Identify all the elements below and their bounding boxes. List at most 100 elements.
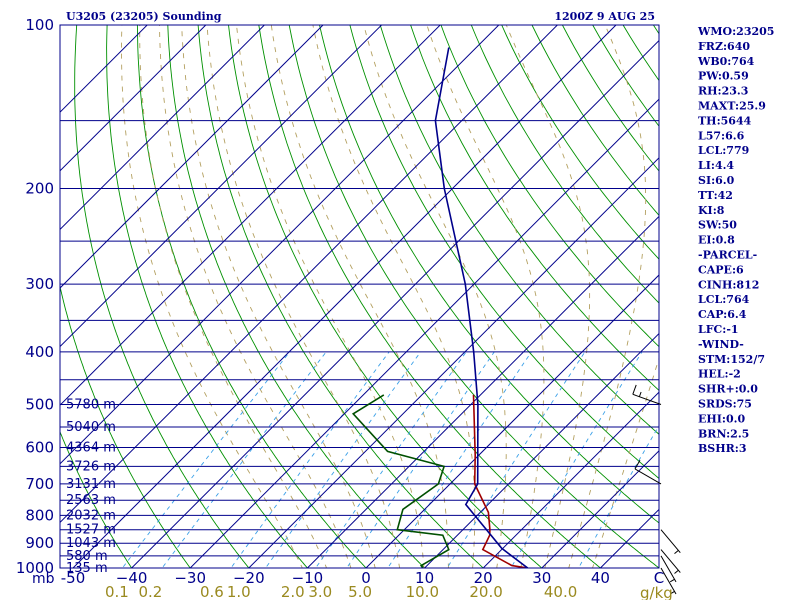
moist-adiabat-line [159, 25, 352, 568]
index-line: LCL:764 [698, 293, 750, 306]
mixing-ratio-tick-label: 2.0 [281, 583, 305, 600]
wind-barb [660, 529, 681, 554]
height-label: 580 m [66, 549, 108, 564]
isotherm-line [306, 215, 659, 568]
temperature-tick-label: −40 [116, 569, 148, 587]
index-line: -WIND- [698, 338, 744, 351]
pressure-tick-label: 300 [25, 275, 54, 293]
index-line: CAP:6.4 [698, 308, 747, 321]
index-line: -PARCEL- [698, 249, 757, 262]
index-line: L57:6.6 [698, 129, 745, 142]
mixing-ratio-unit-label: g/kg [640, 584, 673, 600]
dry-adiabat-line [167, 25, 426, 568]
index-line: WB0:764 [697, 55, 755, 68]
dry-adiabat-line [60, 430, 133, 568]
dry-adiabat-line [379, 25, 659, 435]
index-line: CAPE:6 [698, 263, 744, 276]
dry-adiabat-line [60, 284, 191, 568]
pressure-tick-label: 800 [25, 506, 54, 524]
isotherm-line [423, 332, 659, 568]
moist-adiabat-line [270, 25, 449, 568]
temperature-tick-label: 0 [361, 569, 371, 587]
index-line: SI:6.0 [698, 174, 735, 187]
dry-adiabat-line [349, 25, 659, 480]
index-line: EI:0.8 [698, 234, 735, 247]
isotherm-line [60, 25, 559, 524]
height-label: 3131 m [66, 477, 116, 492]
pressure-tick-labels: 100 200 300 400 500 600 700 800 900 1000 [16, 16, 54, 577]
isotherm-line [60, 25, 383, 348]
index-line: SHR+:0.0 [698, 383, 758, 396]
mixing-ratio-tick-labels: 0.1 0.2 0.6 1.0 2.0 3.0 5.0 10.0 20.0 40.0 [105, 583, 577, 600]
index-line: BSHR:3 [698, 442, 747, 455]
plot-frame [59, 24, 660, 569]
index-line: PW:0.59 [698, 70, 749, 83]
index-line: KI:8 [698, 204, 725, 217]
isotherm-line [130, 39, 659, 568]
dry-adiabat-line [258, 25, 602, 568]
dry-adiabat-line [319, 25, 659, 524]
mixing-ratio-tick-label: 10.0 [406, 583, 439, 600]
sounding-profiles [351, 47, 529, 568]
height-label: 2032 m [66, 508, 116, 523]
mixing-ratio-line [387, 351, 532, 568]
moist-adiabat-line [505, 25, 591, 568]
pressure-tick-label: 200 [25, 180, 54, 198]
height-label: 3726 m [66, 459, 116, 474]
index-line: SRDS:75 [698, 398, 752, 411]
height-label: 135 m [66, 561, 108, 576]
isotherm-line [60, 25, 441, 406]
pressure-tick-label: 500 [25, 396, 54, 414]
dry-adiabat-line [228, 25, 543, 568]
height-label: 1043 m [66, 536, 116, 551]
index-line: WMO:23205 [697, 25, 774, 38]
mixing-ratio-tick-label: 0.2 [138, 583, 162, 600]
wind-barb [660, 555, 677, 583]
temperature-tick-label: −20 [233, 569, 265, 587]
wind-barb [660, 567, 677, 595]
temperature-tick-label: 30 [532, 569, 551, 587]
isotherm-line [72, 25, 617, 568]
index-line: FRZ:640 [698, 40, 750, 53]
isotherm-line [189, 98, 659, 568]
index-line: MAXT:25.9 [698, 100, 766, 113]
dry-adiabat-line [470, 25, 659, 304]
dry-adiabat-line [288, 25, 659, 568]
temperature-tick-label: -50 [61, 569, 86, 587]
dry-adiabat-line [440, 25, 659, 348]
pressure-tick-label: 100 [25, 16, 54, 34]
mixing-ratio-line [346, 351, 495, 568]
moist-adiabat-line [426, 25, 545, 568]
temperature-profile-line [472, 394, 528, 568]
index-line: EHI:0.0 [698, 412, 745, 425]
isotherm-line [248, 157, 659, 568]
temperature-tick-label: 10 [415, 569, 434, 587]
mixing-ratio-lines [121, 351, 659, 568]
dry-adiabat-line [197, 25, 484, 568]
index-line: HEL:-2 [698, 368, 741, 381]
dry-adiabat-line [501, 25, 659, 260]
moist-adiabat-line [568, 25, 647, 568]
index-line: LFC:-1 [698, 323, 739, 336]
isotherm-line [541, 450, 659, 568]
mixing-ratio-tick-label: 3.0 [308, 583, 332, 600]
dry-adiabat-line [74, 25, 250, 568]
height-label: 4364 m [66, 441, 116, 456]
dry-adiabats [60, 25, 659, 568]
mixing-ratio-tick-label: 0.6 [200, 583, 224, 600]
mixing-ratio-line [161, 351, 327, 568]
isotherm-line [365, 274, 659, 568]
isotherm-line [60, 25, 324, 289]
index-line: SW:50 [698, 219, 737, 232]
index-line: LI:4.4 [698, 159, 734, 172]
temperature-tick-label: −30 [174, 569, 206, 587]
index-line: RH:23.3 [698, 85, 748, 98]
index-line: LCL:779 [698, 144, 749, 157]
height-label: 5780 m [66, 398, 116, 413]
moist-adiabats [121, 25, 659, 568]
index-line: BRN:2.5 [698, 427, 749, 440]
temperature-tick-label: 40 [591, 569, 610, 587]
mixing-ratio-line [121, 351, 291, 568]
mixing-ratio-line [230, 351, 390, 568]
